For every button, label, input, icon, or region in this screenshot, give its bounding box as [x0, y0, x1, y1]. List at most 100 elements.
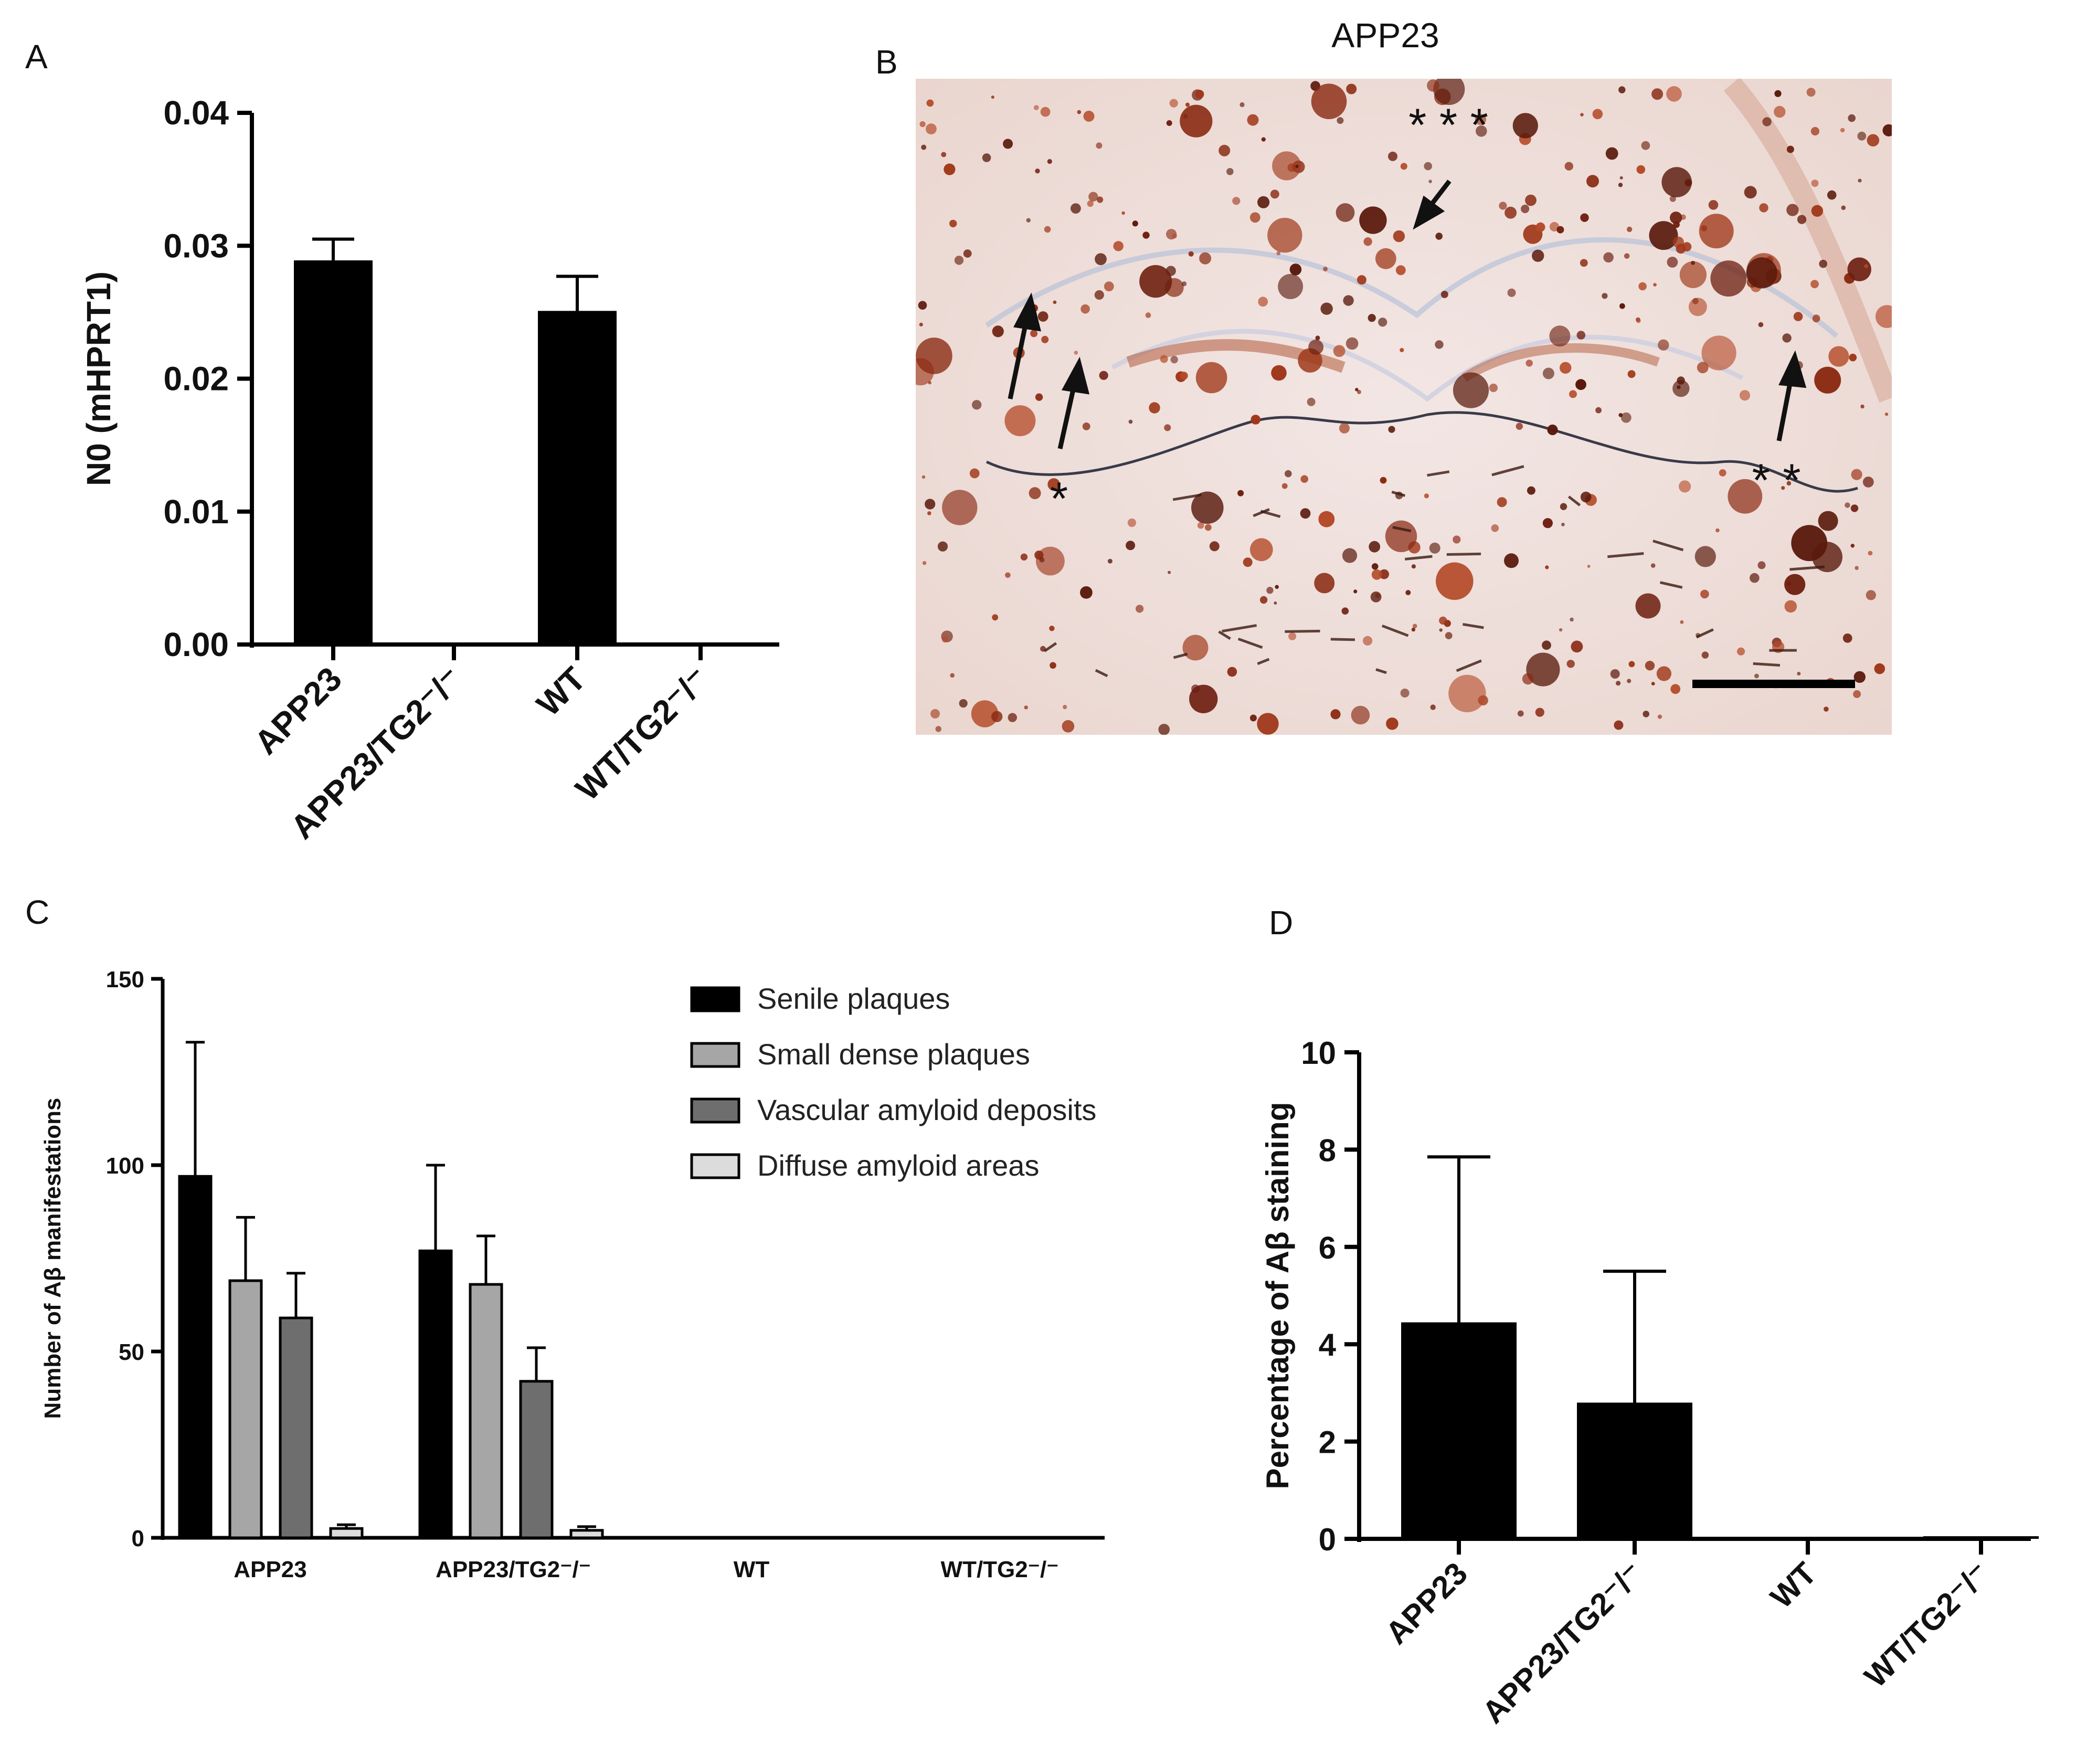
plaque: [1132, 220, 1138, 227]
panel-c: C 0 50 100 150 Number of Aβ manifestations AP…: [25, 893, 1105, 1582]
plaque: [1643, 711, 1649, 717]
plaque: [1635, 593, 1661, 619]
plaque: [1527, 486, 1535, 495]
x-tick-label: WT/TG2⁻/⁻: [941, 1557, 1059, 1582]
plaque: [991, 96, 994, 99]
legend-swatch-3: [690, 1153, 740, 1179]
plaque: [1850, 504, 1859, 512]
annotation-triple-star: * * *: [1408, 99, 1488, 151]
plaque: [1199, 252, 1212, 265]
plaque: [1793, 312, 1803, 321]
plaque: [1855, 566, 1859, 570]
plaque: [1841, 205, 1846, 210]
plaque: [1243, 557, 1253, 567]
plaque: [1440, 291, 1448, 298]
plaque: [1166, 120, 1172, 126]
plaque: [937, 541, 948, 552]
plaque: [1672, 380, 1690, 397]
plaque: [1620, 412, 1632, 423]
plaque: [1237, 490, 1244, 497]
plaque: [1569, 390, 1577, 398]
plaque: [1759, 203, 1768, 213]
vessel: [1652, 540, 1684, 552]
plaque: [1849, 353, 1857, 362]
plaque: [1797, 215, 1807, 224]
plaque: [1353, 589, 1358, 594]
plaque: [1810, 280, 1819, 289]
plaque: [1386, 717, 1399, 730]
bar-0-1: [228, 1279, 263, 1539]
plaque: [918, 301, 927, 310]
plaque: [1087, 200, 1094, 207]
y-tick-label: 10: [1301, 1036, 1336, 1071]
plaque: [1842, 633, 1852, 643]
plaque: [1003, 139, 1013, 149]
plaque: [1719, 469, 1726, 477]
plaque: [1867, 134, 1880, 147]
plaque: [926, 99, 934, 107]
plaque: [1602, 293, 1608, 299]
plaque: [1845, 502, 1850, 508]
plaque: [1453, 535, 1461, 544]
plaque: [1774, 90, 1782, 97]
plaque: [1670, 212, 1682, 224]
plaque: [1571, 640, 1583, 653]
plaque: [1357, 389, 1361, 394]
bar-0-0: [178, 1175, 213, 1539]
plaque: [1080, 586, 1093, 599]
plaque: [1661, 167, 1692, 197]
plaque: [1158, 724, 1170, 735]
plaque: [1679, 261, 1707, 288]
plaque: [1285, 470, 1292, 478]
plaque: [1619, 303, 1625, 309]
plaque: [1810, 126, 1819, 136]
plaque: [1127, 518, 1136, 527]
plaque: [1295, 164, 1299, 168]
y-tick-label: 0.01: [163, 493, 229, 531]
y-tick-label: 4: [1319, 1327, 1337, 1362]
plaque: [1814, 366, 1841, 394]
plaque: [1757, 561, 1766, 569]
plaque: [1505, 206, 1517, 219]
plaque: [1532, 249, 1544, 262]
plaque: [1049, 626, 1055, 631]
plaque: [1786, 481, 1792, 486]
hippocampal-layer: [985, 237, 1839, 338]
plaque: [1521, 204, 1530, 214]
plaque: [1628, 661, 1635, 668]
plaque: [992, 325, 1004, 337]
plaque: [1145, 312, 1151, 318]
plaque: [1198, 704, 1201, 708]
legend-entry: Vascular amyloid deposits: [757, 1093, 1096, 1126]
plaque: [1819, 259, 1827, 268]
plaque: [1627, 679, 1632, 683]
plaque: [1489, 383, 1498, 393]
plaque: [1428, 179, 1432, 184]
bar-3: [1923, 1536, 2039, 1539]
plaque: [1113, 241, 1124, 251]
plaque: [1034, 551, 1044, 560]
plaque: [1784, 600, 1797, 613]
plaque: [928, 381, 931, 385]
plaque: [1004, 405, 1036, 437]
x-tick-label: WT: [1764, 1556, 1823, 1615]
plaque: [1005, 572, 1011, 578]
plaque: [1411, 627, 1416, 632]
plaque: [1099, 371, 1108, 380]
plaque: [1618, 413, 1623, 417]
plaque: [1128, 419, 1133, 424]
plaque: [1782, 333, 1792, 343]
bar-1-2: [519, 1380, 554, 1539]
plaque: [1371, 569, 1382, 580]
panel-c-letter: C: [25, 893, 49, 931]
plaque: [1560, 362, 1572, 374]
x-tick-label: APP23/TG2⁻/⁻: [1476, 1556, 1650, 1730]
plaque: [1561, 523, 1565, 526]
plaque: [1308, 340, 1324, 355]
plaque: [1636, 318, 1641, 323]
plaque: [1164, 424, 1171, 431]
annotation-arrows: [1008, 179, 1807, 449]
y-tick-label: 2: [1319, 1425, 1336, 1460]
